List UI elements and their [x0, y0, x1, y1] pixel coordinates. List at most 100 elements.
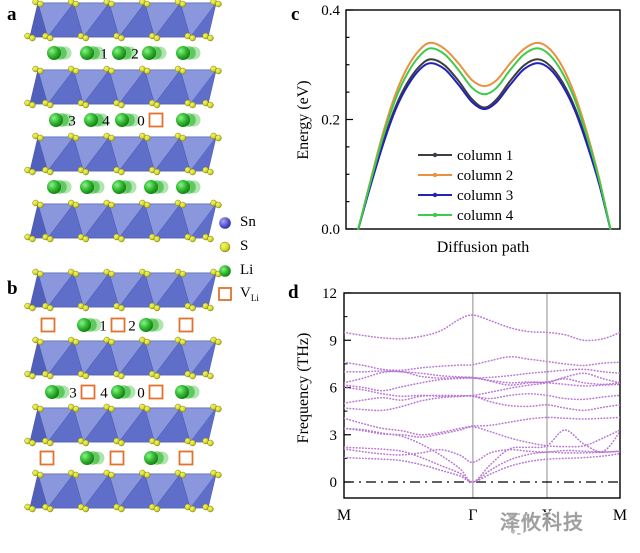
li-atom-sphere — [112, 180, 126, 194]
site-number-label: 0 — [137, 386, 145, 402]
s-atom — [37, 67, 44, 75]
site-number-label: 0 — [137, 114, 145, 130]
s-atom-cluster — [174, 199, 187, 209]
s-atom — [29, 304, 36, 312]
s-atom-cluster — [67, 403, 80, 413]
li-atom-sphere — [80, 451, 94, 465]
slab-facet — [190, 137, 216, 171]
s-atom-cluster — [77, 437, 90, 447]
li-atom — [112, 180, 137, 194]
s-atom — [37, 201, 44, 209]
atom-glyph — [219, 241, 231, 253]
s-atom — [153, 168, 161, 176]
s-atom-cluster — [139, 132, 151, 142]
s-atom-cluster — [148, 166, 161, 176]
li-atom — [111, 385, 136, 399]
atom-glyph — [219, 217, 231, 229]
slab-facet — [190, 341, 216, 375]
s-atom-cluster — [32, 336, 44, 346]
structure-legend: Sn S Li VLi — [216, 210, 259, 306]
s-atom — [207, 372, 214, 380]
s-atom-cluster — [113, 166, 125, 176]
s-atom-cluster — [67, 0, 80, 8]
s-atom — [215, 338, 222, 346]
s-atom — [108, 67, 115, 75]
s-atom — [46, 101, 54, 109]
s-atom — [82, 304, 90, 312]
s-atom-cluster — [184, 302, 196, 312]
s-atom — [143, 471, 151, 479]
panel-b-structure: 1 2 3 4 0 — [24, 268, 222, 513]
y-tick-label: 0.0 — [321, 222, 340, 238]
s-atom-cluster — [148, 32, 161, 42]
s-atom — [108, 201, 115, 209]
li-atom-sphere — [144, 451, 158, 465]
s-atom-cluster — [174, 0, 187, 8]
s-atom — [189, 304, 196, 312]
s-atom — [108, 270, 115, 278]
energy-curve-column-2 — [357, 41, 612, 230]
li-atom — [45, 385, 70, 399]
s-atom — [189, 235, 196, 243]
li-atom-sphere — [142, 46, 156, 60]
s-atom-cluster — [24, 503, 36, 513]
li-vacancy-marker — [148, 112, 164, 128]
structure-legend-label: S — [240, 237, 249, 254]
li-vacancy-glyph — [218, 287, 232, 301]
s-atom — [215, 0, 222, 8]
kpoint-label: X — [541, 507, 553, 524]
legend-entry-label: column 1 — [457, 148, 513, 164]
slab-facet — [190, 408, 216, 442]
s-atom-cluster — [42, 437, 54, 447]
s-atom — [82, 505, 90, 513]
li-atom-sphere — [111, 385, 125, 399]
site-number-label: 2 — [128, 319, 136, 335]
structure-legend-label: Li — [240, 261, 254, 278]
energy-chart-curves — [357, 41, 612, 230]
s-atom-cluster — [67, 132, 80, 142]
s-atom — [29, 168, 36, 176]
s-atom — [207, 505, 214, 513]
s-atom — [82, 372, 90, 380]
slab-facet — [30, 408, 48, 442]
s-atom-cluster — [202, 233, 214, 243]
crystal-structure-panels: 1 2 3 4 0 1 2 3 4 0 — [24, 0, 222, 513]
li-atom-sphere — [176, 113, 190, 127]
slab-facet — [190, 70, 216, 104]
s-atom — [72, 338, 80, 346]
s-atom — [118, 505, 125, 513]
s-atom-cluster — [174, 403, 187, 413]
site-number-label: 3 — [69, 386, 77, 402]
s-atom — [29, 372, 36, 380]
li-atom — [142, 46, 167, 60]
structure-legend-label: VLi — [240, 285, 259, 303]
s-atom — [108, 338, 115, 346]
kpoint-label: Γ — [468, 507, 477, 524]
li-atom-sphere — [47, 46, 61, 60]
s-atom — [143, 270, 151, 278]
li-vacancy-marker — [80, 384, 96, 400]
li-vacancy-marker — [109, 450, 125, 466]
phonon-band — [344, 314, 620, 342]
s-atom-cluster — [67, 65, 80, 75]
energy-curve-column-3 — [357, 62, 612, 230]
energy-curve-column-4 — [357, 47, 612, 230]
s-atom — [72, 0, 80, 8]
s-atom — [215, 405, 222, 413]
s-atom — [207, 439, 214, 447]
atom-glyph — [219, 265, 231, 277]
s-atom — [179, 405, 187, 413]
li-atom-sphere — [77, 318, 91, 332]
sns2-slab — [24, 65, 222, 109]
s-atom — [82, 34, 90, 42]
li-vacancy-marker — [40, 317, 56, 333]
s-atom — [72, 201, 80, 209]
s-atom-cluster — [184, 370, 196, 380]
s-atom-cluster — [139, 469, 151, 479]
s-atom — [29, 34, 36, 42]
s-atom-cluster — [184, 99, 196, 109]
phonon-band — [344, 448, 620, 464]
s-atom — [153, 101, 161, 109]
li-atom — [80, 46, 105, 60]
